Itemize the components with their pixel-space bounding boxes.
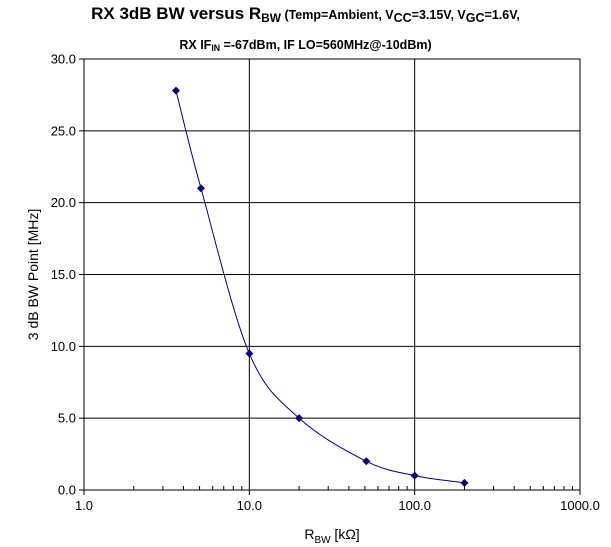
- chart-title-subscript: BW: [261, 10, 281, 25]
- subtitle-prefix: RX IF: [179, 38, 212, 52]
- vcc-subscript: CC: [393, 11, 412, 26]
- x-axis-label: RBW [kΩ]: [304, 526, 359, 546]
- plot-border: [83, 58, 581, 491]
- data-point-marker: [171, 86, 180, 95]
- x-tick-label: 10.0: [237, 498, 262, 513]
- series-markers: [171, 86, 469, 487]
- x-tick-label: 1000.0: [560, 498, 600, 513]
- data-point-marker: [196, 184, 205, 193]
- x-axis-label-main: R: [304, 526, 314, 542]
- chart-conditions-open: (Temp=Ambient, V: [280, 8, 394, 22]
- vgc-condition: =1.6V,: [484, 8, 520, 22]
- y-tick-label: 30.0: [51, 52, 76, 67]
- data-point-marker: [245, 349, 254, 358]
- y-tick-label: 5.0: [58, 411, 76, 426]
- chart-title-prefix: RX 3dB BW versus R: [91, 4, 262, 23]
- x-axis-label-subscript: BW: [314, 535, 331, 546]
- y-tick-label: 15.0: [51, 267, 76, 282]
- y-tick-labels: 0.0 5.0 10.0 15.0 20.0 25.0 30.0: [51, 52, 76, 498]
- y-tick-label: 10.0: [51, 339, 76, 354]
- data-point-marker: [460, 478, 469, 487]
- x-tick-labels: 1.0 10.0 100.0 1000.0: [75, 498, 600, 513]
- x-tick-label: 1.0: [75, 498, 93, 513]
- chart-subtitle: RX IFIN =-67dBm, IF LO=560MHz@-10dBm): [0, 38, 611, 54]
- y-tick-label: 20.0: [51, 195, 76, 210]
- data-point-marker: [362, 457, 371, 466]
- grid-lines: [84, 59, 580, 490]
- subtitle-subscript: IN: [211, 43, 221, 54]
- chart-title: RX 3dB BW versus RBW (Temp=Ambient, VCC=…: [0, 4, 611, 24]
- data-point-marker: [410, 471, 419, 480]
- vgc-subscript: GC: [465, 11, 485, 26]
- y-tick-label: 25.0: [51, 123, 76, 138]
- x-tick-label: 100.0: [398, 498, 431, 513]
- subtitle-rest: =-67dBm, IF LO=560MHz@-10dBm): [220, 38, 432, 52]
- vcc-condition: =3.15V, V: [411, 8, 466, 22]
- y-tick-label: 0.0: [58, 483, 76, 498]
- y-axis-label: 3 dB BW Point [MHz]: [25, 209, 41, 340]
- x-axis-label-unit: [kΩ]: [331, 526, 360, 542]
- data-point-marker: [295, 414, 304, 423]
